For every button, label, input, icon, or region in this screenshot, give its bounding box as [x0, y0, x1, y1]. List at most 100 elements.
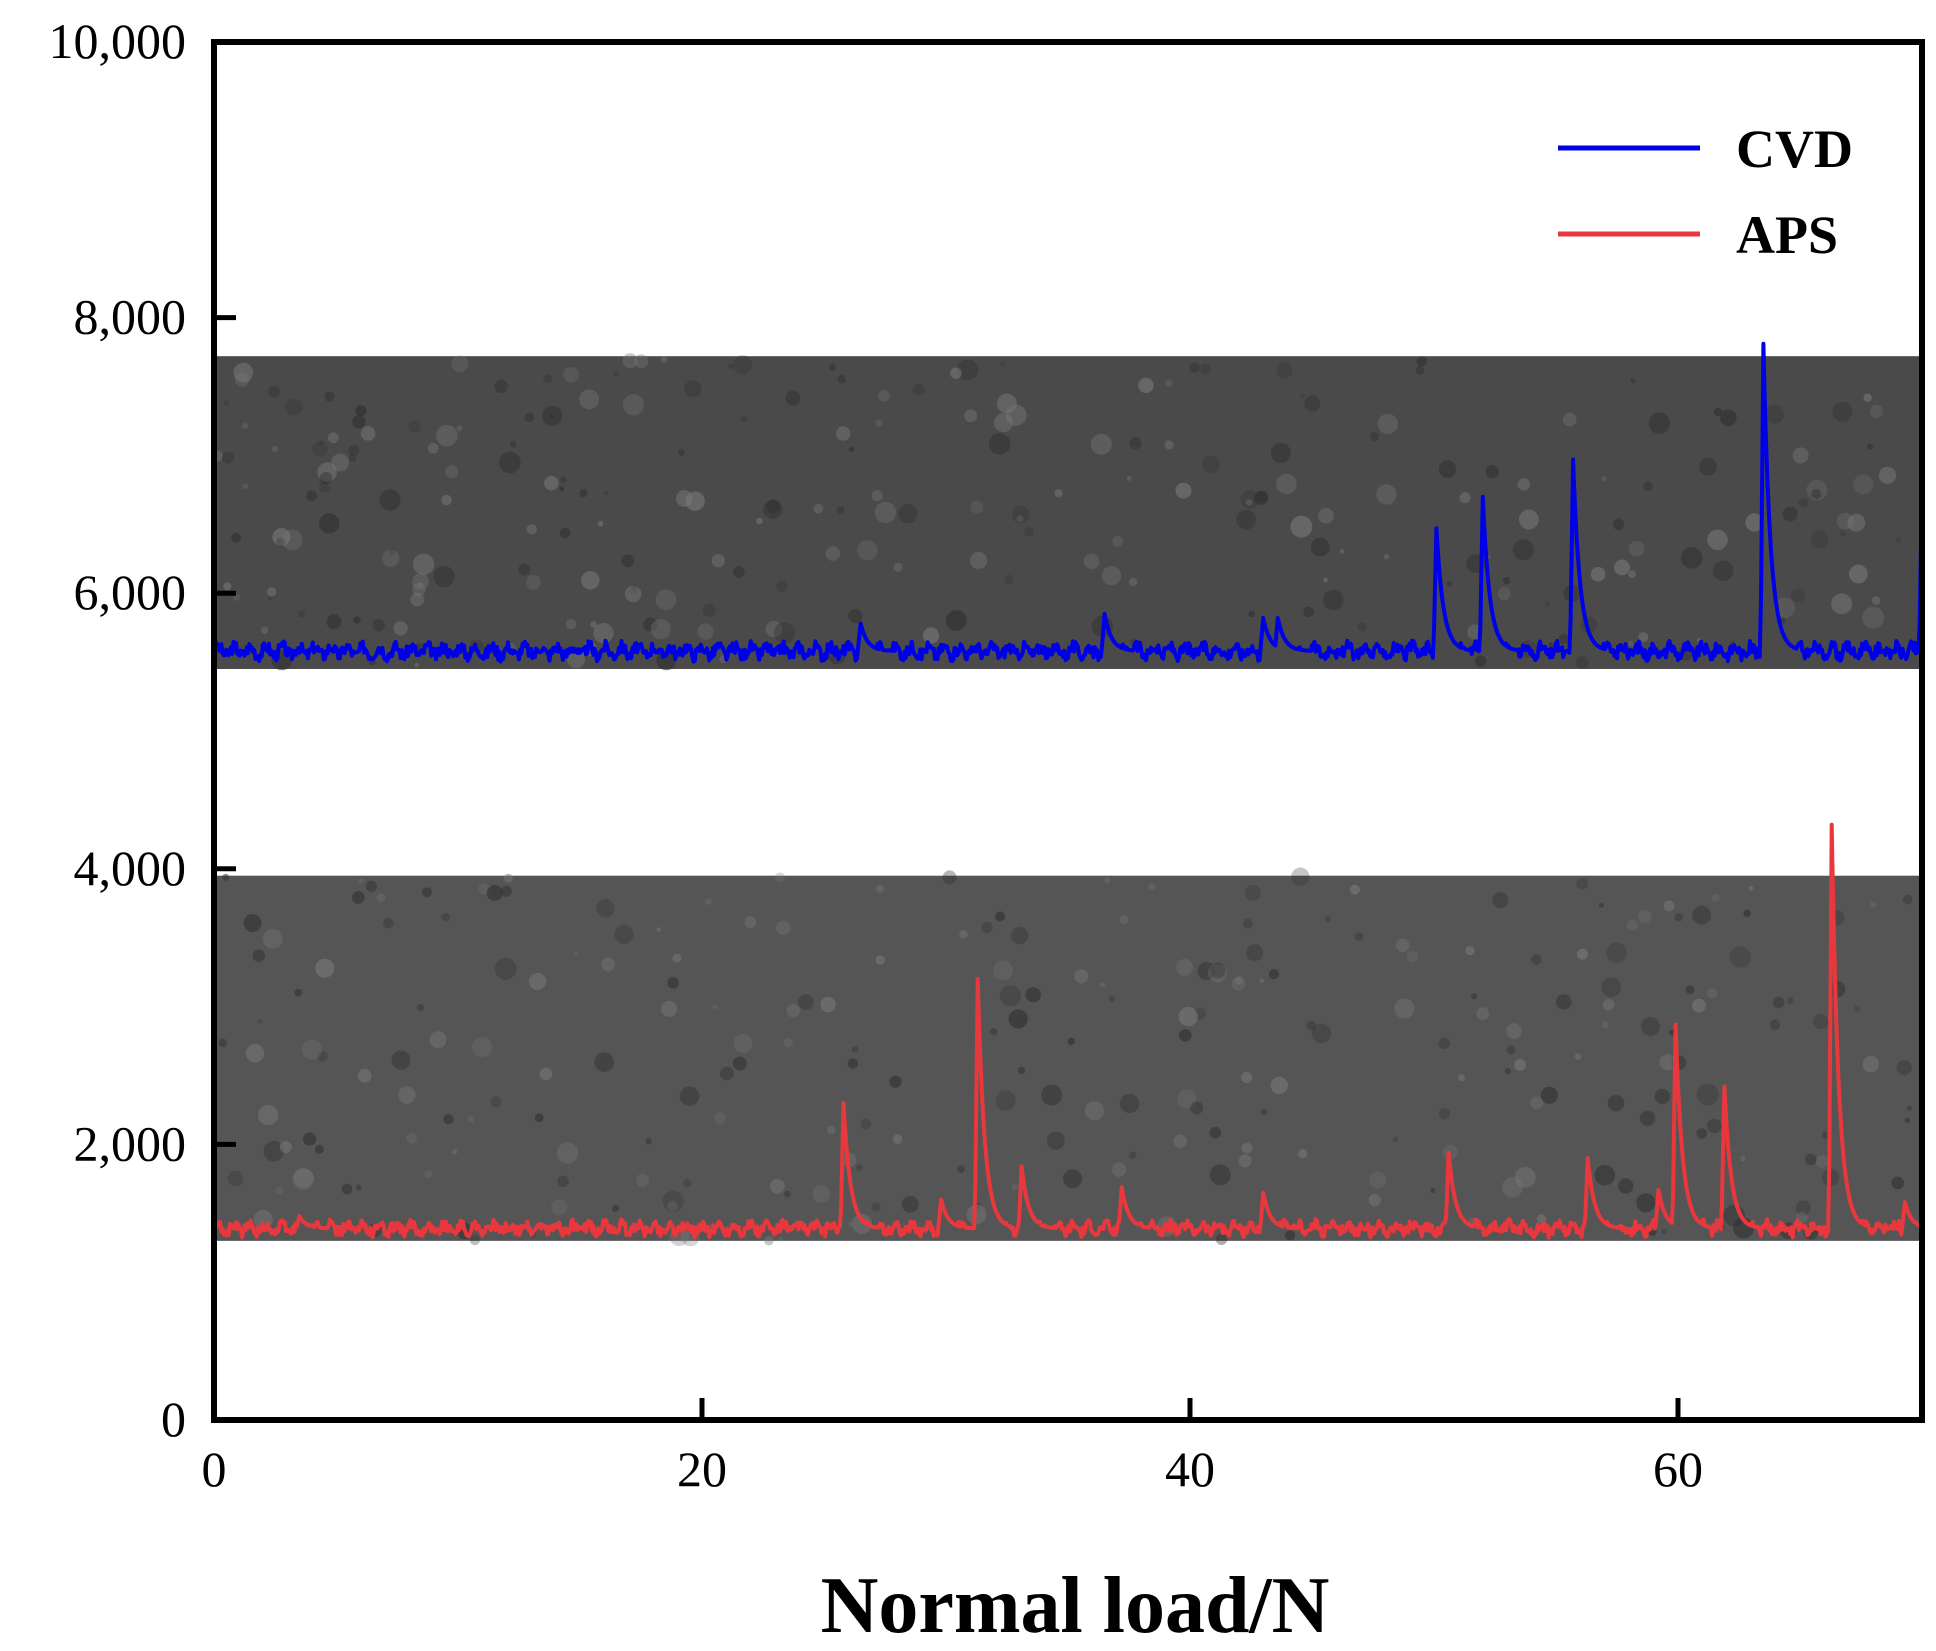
band-texture-speck [1354, 932, 1364, 941]
band-texture-speck [222, 873, 230, 881]
band-texture-speck [262, 928, 283, 949]
band-texture-speck [1638, 632, 1649, 643]
band-texture-speck [1241, 1142, 1253, 1154]
band-texture-speck [579, 489, 588, 498]
band-texture-speck [410, 592, 425, 607]
band-texture-speck [1207, 963, 1228, 983]
band-texture-speck [500, 885, 512, 897]
band-texture-speck [851, 1046, 859, 1053]
band-texture-speck [776, 920, 791, 936]
band-texture-speck [379, 489, 401, 511]
band-texture-speck [1270, 1076, 1289, 1095]
band-texture-speck [499, 451, 521, 474]
band-texture-speck [1648, 412, 1671, 435]
band-texture-speck [1126, 476, 1132, 481]
band-texture-speck [551, 1199, 568, 1216]
band-texture-speck [785, 390, 801, 406]
band-texture-speck [494, 379, 508, 394]
band-texture-speck [1614, 559, 1630, 576]
band-texture-speck [1318, 507, 1334, 524]
band-texture-speck [242, 483, 249, 490]
band-texture-speck [279, 1141, 292, 1154]
band-texture-speck [1128, 577, 1138, 587]
band-texture-speck [245, 1044, 265, 1063]
band-texture-speck [860, 1118, 872, 1130]
band-texture-speck [1376, 484, 1397, 505]
band-texture-speck [643, 617, 658, 632]
band-texture-speck [1853, 1005, 1860, 1012]
band-texture-speck [1268, 969, 1280, 980]
band-texture-speck [1740, 1156, 1746, 1162]
band-texture-speck [1706, 988, 1718, 999]
band-texture-speck [1008, 1009, 1028, 1029]
band-texture-speck [942, 870, 957, 885]
band-texture-speck [783, 1038, 793, 1048]
x-tick-label: 0 [202, 1441, 227, 1497]
band-texture-speck [1083, 553, 1100, 570]
band-texture-speck [1729, 946, 1752, 968]
band-texture-speck [1284, 1230, 1296, 1241]
band-texture-speck [1848, 564, 1868, 584]
band-texture-speck [436, 424, 458, 447]
band-texture-speck [1869, 404, 1884, 419]
band-texture-speck [744, 916, 757, 929]
band-texture-speck [856, 1164, 863, 1171]
band-texture-speck [1602, 1021, 1609, 1029]
band-texture-speck [1639, 1110, 1656, 1126]
band-texture-speck [874, 501, 897, 524]
band-texture-speck [1517, 478, 1531, 491]
band-texture-speck [1764, 404, 1784, 424]
band-texture-speck [528, 972, 547, 991]
band-texture-speck [875, 955, 885, 965]
band-texture-speck [1576, 948, 1589, 960]
band-texture-speck [1129, 1151, 1137, 1159]
band-texture-speck [1867, 444, 1873, 450]
band-texture-speck [1112, 1162, 1127, 1177]
band-texture-speck [1394, 998, 1415, 1019]
band-texture-speck [360, 426, 376, 441]
band-texture-speck [352, 414, 366, 429]
band-texture-speck [559, 527, 571, 539]
band-texture-speck [1238, 1154, 1252, 1168]
band-texture-speck [773, 622, 796, 644]
band-texture-speck [712, 1004, 717, 1010]
band-texture-speck [1234, 976, 1244, 985]
band-texture-speck [1795, 1200, 1811, 1216]
band-texture-speck [820, 996, 836, 1013]
band-texture-speck [613, 371, 620, 378]
band-texture-speck [1368, 1193, 1381, 1207]
band-texture-speck [1798, 497, 1809, 508]
band-texture-speck [311, 441, 328, 458]
band-texture-speck [1148, 882, 1156, 891]
band-texture-speck [765, 620, 783, 638]
band-texture-speck [597, 520, 604, 527]
legend: CVD APS [1558, 119, 1853, 265]
band-texture-speck [231, 532, 241, 543]
band-texture-speck [1074, 969, 1089, 984]
band-texture-speck [1813, 1014, 1829, 1030]
band-texture-speck [560, 476, 567, 483]
band-texture-speck [871, 1202, 881, 1212]
x-axis-title: Normal load/N [821, 1562, 1330, 1650]
band-texture-speck [302, 1039, 323, 1060]
band-texture-speck [412, 573, 429, 590]
band-texture-speck [1512, 539, 1534, 561]
band-texture-speck [655, 589, 677, 611]
band-texture-speck [526, 523, 537, 535]
band-texture-speck [272, 528, 291, 547]
band-texture-speck [969, 551, 988, 570]
band-texture-speck [1138, 377, 1154, 394]
band-texture-speck [784, 1190, 791, 1198]
band-texture-speck [1063, 1169, 1083, 1189]
band-texture-speck [1165, 379, 1173, 388]
x-tick-label: 60 [1653, 1441, 1703, 1497]
band-texture-speck [898, 503, 918, 524]
band-texture-speck [1562, 412, 1577, 427]
band-texture-speck [391, 1050, 411, 1070]
band-texture-speck [408, 420, 421, 433]
band-rect [214, 356, 1922, 669]
band-texture-speck [1895, 537, 1901, 543]
band-texture-speck [509, 441, 517, 448]
band-texture-speck [778, 1236, 783, 1242]
band-texture-speck [469, 1235, 481, 1246]
